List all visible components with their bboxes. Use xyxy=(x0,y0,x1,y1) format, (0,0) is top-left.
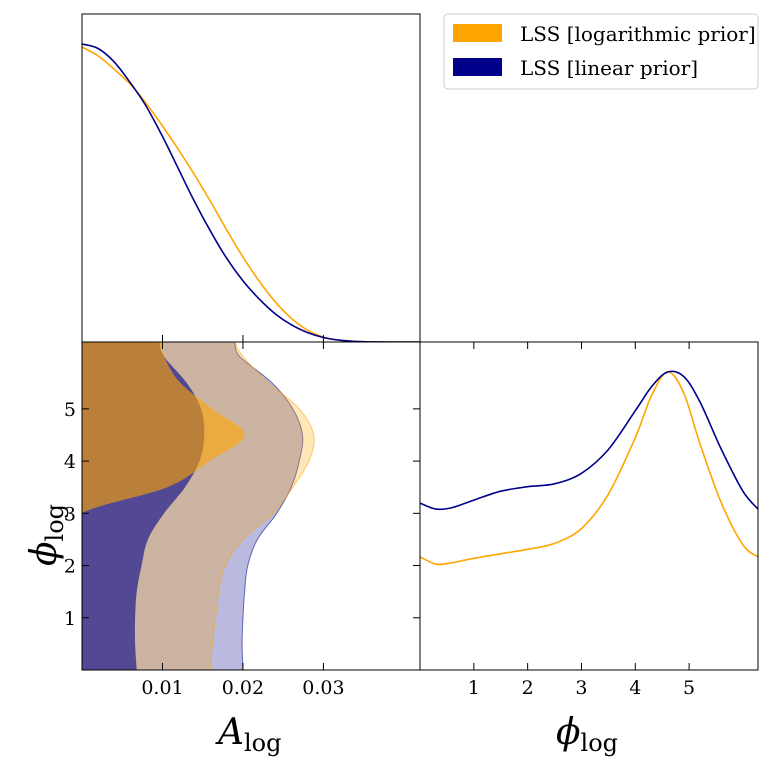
marginal-panel-a-log xyxy=(81,13,421,343)
legend-swatch-log-prior xyxy=(453,24,502,42)
y-axis-subscript-phi: log xyxy=(41,504,69,542)
x-tick-label-phi-log: 4 xyxy=(629,677,641,699)
x-tick-label-phi-log: 3 xyxy=(575,677,587,699)
joint-panel-a-log-phi-log: 0.01 0.02 0.03 1 2 3 4 5 xyxy=(64,341,421,699)
y-tick-label-phi-log: 4 xyxy=(64,451,76,473)
x-tick-label-a-log: 0.01 xyxy=(141,677,183,699)
legend-label-linear-prior: LSS [linear prior] xyxy=(520,56,698,80)
marginal-a-log-curve-linear-prior xyxy=(82,43,420,342)
marginal-phi-log-curve-linear-prior xyxy=(420,370,758,511)
x-tick-label-phi-log: 5 xyxy=(683,677,695,699)
x-tick-label-phi-log: 2 xyxy=(522,677,534,699)
x-axis-subscript-phi: log xyxy=(581,729,619,757)
y-tick-label-phi-log: 2 xyxy=(64,556,76,578)
legend-label-log-prior: LSS [logarithmic prior] xyxy=(520,22,756,46)
y-tick-label-phi-log: 3 xyxy=(64,503,76,525)
x-axis-label-a-log: Alog xyxy=(215,712,282,757)
x-axis-subscript-a: log xyxy=(244,729,282,757)
contour-inner-log-prior xyxy=(82,342,245,670)
marginal-a-log-curve-log-prior xyxy=(82,46,420,342)
legend-box xyxy=(443,13,759,90)
x-tick-label-a-log: 0.03 xyxy=(302,677,344,699)
x-axis-symbol-a: A xyxy=(215,712,244,753)
marginal-panel-phi-log: 1 2 3 4 5 xyxy=(419,341,759,699)
y-axis-label-phi-log: ϕlog xyxy=(24,504,69,566)
legend-swatch-linear-prior xyxy=(453,58,502,76)
y-tick-label-phi-log: 1 xyxy=(64,608,76,630)
legend: LSS [logarithmic prior] LSS [linear prio… xyxy=(443,13,759,90)
x-axis-symbol-phi: ϕ xyxy=(556,712,581,753)
x-tick-label-a-log: 0.02 xyxy=(222,677,264,699)
y-axis-symbol-phi: ϕ xyxy=(24,541,65,566)
x-axis-label-phi-log: ϕlog xyxy=(556,712,618,757)
x-tick-label-phi-log: 1 xyxy=(468,677,480,699)
y-tick-label-phi-log: 5 xyxy=(64,399,76,421)
marginal-phi-log-curve-log-prior xyxy=(420,371,758,566)
